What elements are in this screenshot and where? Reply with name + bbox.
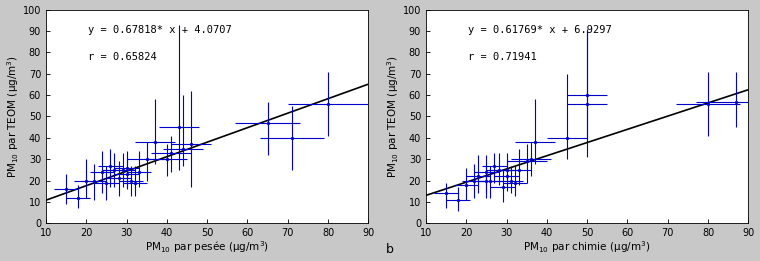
Text: b: b [386,243,394,256]
Text: r = 0.65824: r = 0.65824 [88,52,157,62]
Y-axis label: PM$_{10}$ par TEOM (µg/m$^3$): PM$_{10}$ par TEOM (µg/m$^3$) [385,55,401,178]
Text: y = 0.61769* x + 6.9297: y = 0.61769* x + 6.9297 [468,25,612,34]
X-axis label: PM$_{10}$ par pesée (µg/m$^3$): PM$_{10}$ par pesée (µg/m$^3$) [145,240,269,256]
Text: y = 0.67818* x + 4.0707: y = 0.67818* x + 4.0707 [88,25,232,34]
Y-axis label: PM$_{10}$ par TEOM (µg/m$^3$): PM$_{10}$ par TEOM (µg/m$^3$) [5,55,21,178]
X-axis label: PM$_{10}$ par chimie (µg/m$^3$): PM$_{10}$ par chimie (µg/m$^3$) [524,240,651,256]
Text: r = 0.71941: r = 0.71941 [468,52,537,62]
